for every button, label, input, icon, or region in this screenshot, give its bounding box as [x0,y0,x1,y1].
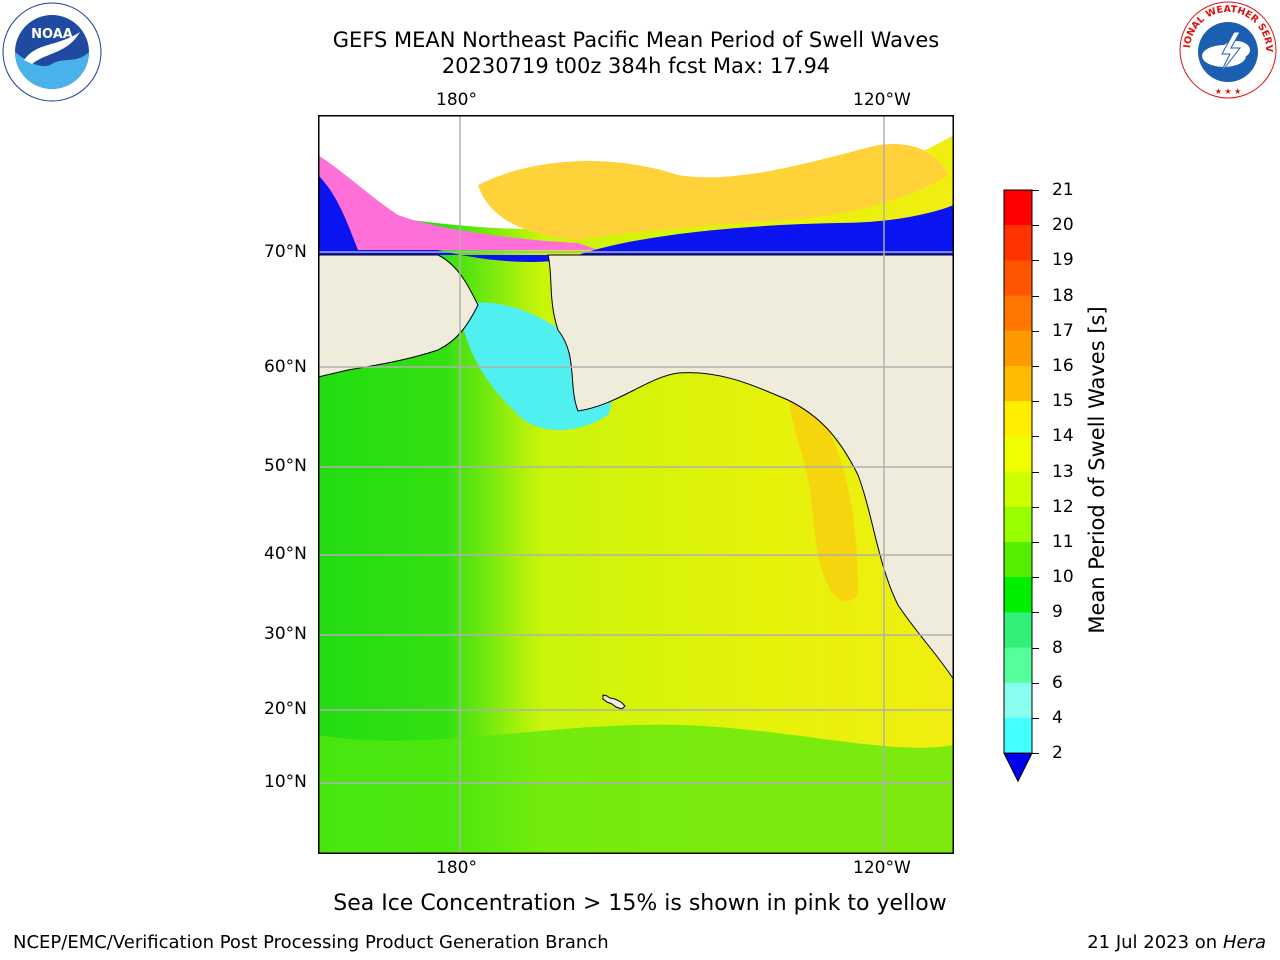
colorbar [1003,189,1033,783]
lon-label-bottom-120w: 120°W [853,858,911,878]
sea-ice-blue [318,175,954,262]
colorbar-band [1004,542,1032,578]
colorbar-tick-mark [1032,225,1039,227]
chart-title-line2: 20230719 t00z 384h fcst Max: 17.94 [441,54,831,78]
sea-ice-note: Sea Ice Concentration > 15% is shown in … [333,891,947,916]
colorbar-tick-mark [1032,612,1039,614]
lon-label-bottom-180: 180° [436,858,477,878]
colorbar-band [1004,506,1032,543]
colorbar-band [1004,295,1032,332]
lat-label-20n: 20°N [264,699,307,719]
colorbar-tick-mark [1032,577,1039,579]
colorbar-band [1004,225,1032,261]
colorbar-label: Mean Period of Swell Waves [s] [1085,306,1109,634]
lon-label-top-180: 180° [436,90,477,110]
footer-branch: NCEP/EMC/Verification Post Processing Pr… [13,932,609,953]
swell-period-map [318,115,954,854]
footer-date-text: 21 Jul 2023 on [1087,932,1223,953]
colorbar-tick-mark [1032,542,1039,543]
colorbar-band [1004,366,1032,402]
colorbar-tick-mark [1032,295,1039,297]
colorbar-tick-label: 17 [1052,320,1074,341]
colorbar-band [1004,260,1032,297]
lat-label-40n: 40°N [264,544,307,564]
colorbar-band [1004,330,1032,367]
colorbar-band [1004,682,1032,719]
colorbar-tick-mark [1032,436,1039,438]
chart-title-line1: GEFS MEAN Northeast Pacific Mean Period … [332,28,940,52]
colorbar-tick-mark [1032,718,1039,719]
colorbar-tick-label: 16 [1052,356,1074,376]
colorbar-tick-label: 10 [1052,567,1074,588]
sea-ice-yellow [478,144,948,240]
nws-logo: NATIONAL WEATHER SERVICE ★ ★ ★ [1178,0,1277,99]
colorbar-tick-label: 4 [1052,708,1063,728]
footer-host: Hera [1222,932,1266,953]
colorbar-tick-mark [1032,682,1039,684]
hawaii-islands [602,694,626,710]
colorbar-tick-label: 8 [1052,637,1063,658]
ocean-green-band-south [318,724,954,854]
lon-label-top-120w: 120°W [853,90,911,110]
lat-label-50n: 50°N [264,456,307,476]
lat-label-70n: 70°N [264,242,307,262]
colorbar-band [1004,436,1032,473]
colorbar-tick-mark [1032,366,1039,367]
colorbar-tick-label: 2 [1052,743,1063,764]
star-icon: ★ ★ ★ [1215,87,1242,96]
colorbar-tick-label: 18 [1052,285,1074,306]
graticule [318,115,954,854]
land-alaska-canada [547,254,954,681]
sea-ice-pink [318,155,598,250]
colorbar-band [1004,647,1032,684]
colorbar-band [1004,577,1032,613]
colorbar-tick-label: 11 [1052,532,1074,552]
colorbar-tick-mark [1032,401,1039,403]
lat-label-30n: 30°N [264,624,307,644]
colorbar-tick-label: 12 [1052,496,1074,517]
colorbar-tick-label: 14 [1052,426,1074,447]
colorbar-tick-label: 20 [1052,215,1074,236]
lat-label-60n: 60°N [264,357,307,377]
colorbar-tick-label: 15 [1052,391,1074,412]
lat-label-10n: 10°N [264,772,307,792]
noaa-logo-text: NOAA [31,27,73,42]
colorbar-tick-label: 6 [1052,672,1063,693]
colorbar-tick-mark [1032,647,1039,649]
colorbar-tick-label: 13 [1052,461,1074,482]
ocean-orange-coastal [788,385,858,602]
colorbar-band [1004,718,1032,754]
colorbar-tick-mark [1032,330,1039,332]
colorbar-tick-mark [1032,506,1039,508]
colorbar-band [1004,471,1032,508]
noaa-logo: NOAA [2,2,102,102]
colorbar-extend-arrow [1003,752,1033,783]
colorbar-band [1004,612,1032,649]
colorbar-band [1004,190,1032,226]
colorbar-tick-label: 21 [1052,180,1074,200]
colorbar-tick-label: 19 [1052,250,1074,271]
map-frame [318,115,954,854]
colorbar-tick-mark [1032,753,1039,755]
colorbar-tick-mark [1032,260,1039,262]
ocean-cyan-bering [458,302,611,430]
colorbar-tick-mark [1032,190,1039,191]
colorbar-tick-label: 9 [1052,602,1063,623]
colorbar-tick-mark [1032,471,1039,473]
colorbar-band [1004,401,1032,437]
footer-date: 21 Jul 2023 on Hera [1087,932,1266,954]
